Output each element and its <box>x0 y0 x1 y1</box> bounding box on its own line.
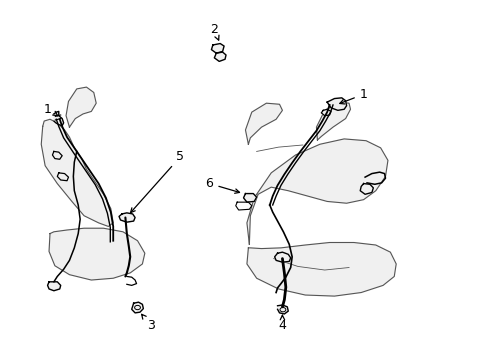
Polygon shape <box>47 282 61 291</box>
Text: 3: 3 <box>142 314 155 332</box>
Text: 1: 1 <box>44 103 58 116</box>
Polygon shape <box>131 302 143 313</box>
Polygon shape <box>54 111 63 126</box>
Text: 6: 6 <box>205 177 239 193</box>
Text: 2: 2 <box>210 23 219 40</box>
Polygon shape <box>119 213 135 222</box>
Polygon shape <box>277 305 287 314</box>
Polygon shape <box>246 139 387 244</box>
Polygon shape <box>52 152 62 159</box>
Polygon shape <box>66 87 96 127</box>
Polygon shape <box>214 52 225 62</box>
Polygon shape <box>326 98 346 111</box>
Text: 1: 1 <box>339 88 367 104</box>
Polygon shape <box>41 119 113 226</box>
Polygon shape <box>246 243 395 296</box>
Text: 4: 4 <box>278 315 286 332</box>
Polygon shape <box>274 252 290 262</box>
Polygon shape <box>321 109 330 116</box>
Polygon shape <box>211 44 224 53</box>
Text: 5: 5 <box>130 150 184 213</box>
Polygon shape <box>49 228 144 280</box>
Polygon shape <box>360 184 372 194</box>
Polygon shape <box>316 102 350 140</box>
Polygon shape <box>245 103 282 144</box>
Polygon shape <box>57 173 68 181</box>
Polygon shape <box>243 194 256 202</box>
